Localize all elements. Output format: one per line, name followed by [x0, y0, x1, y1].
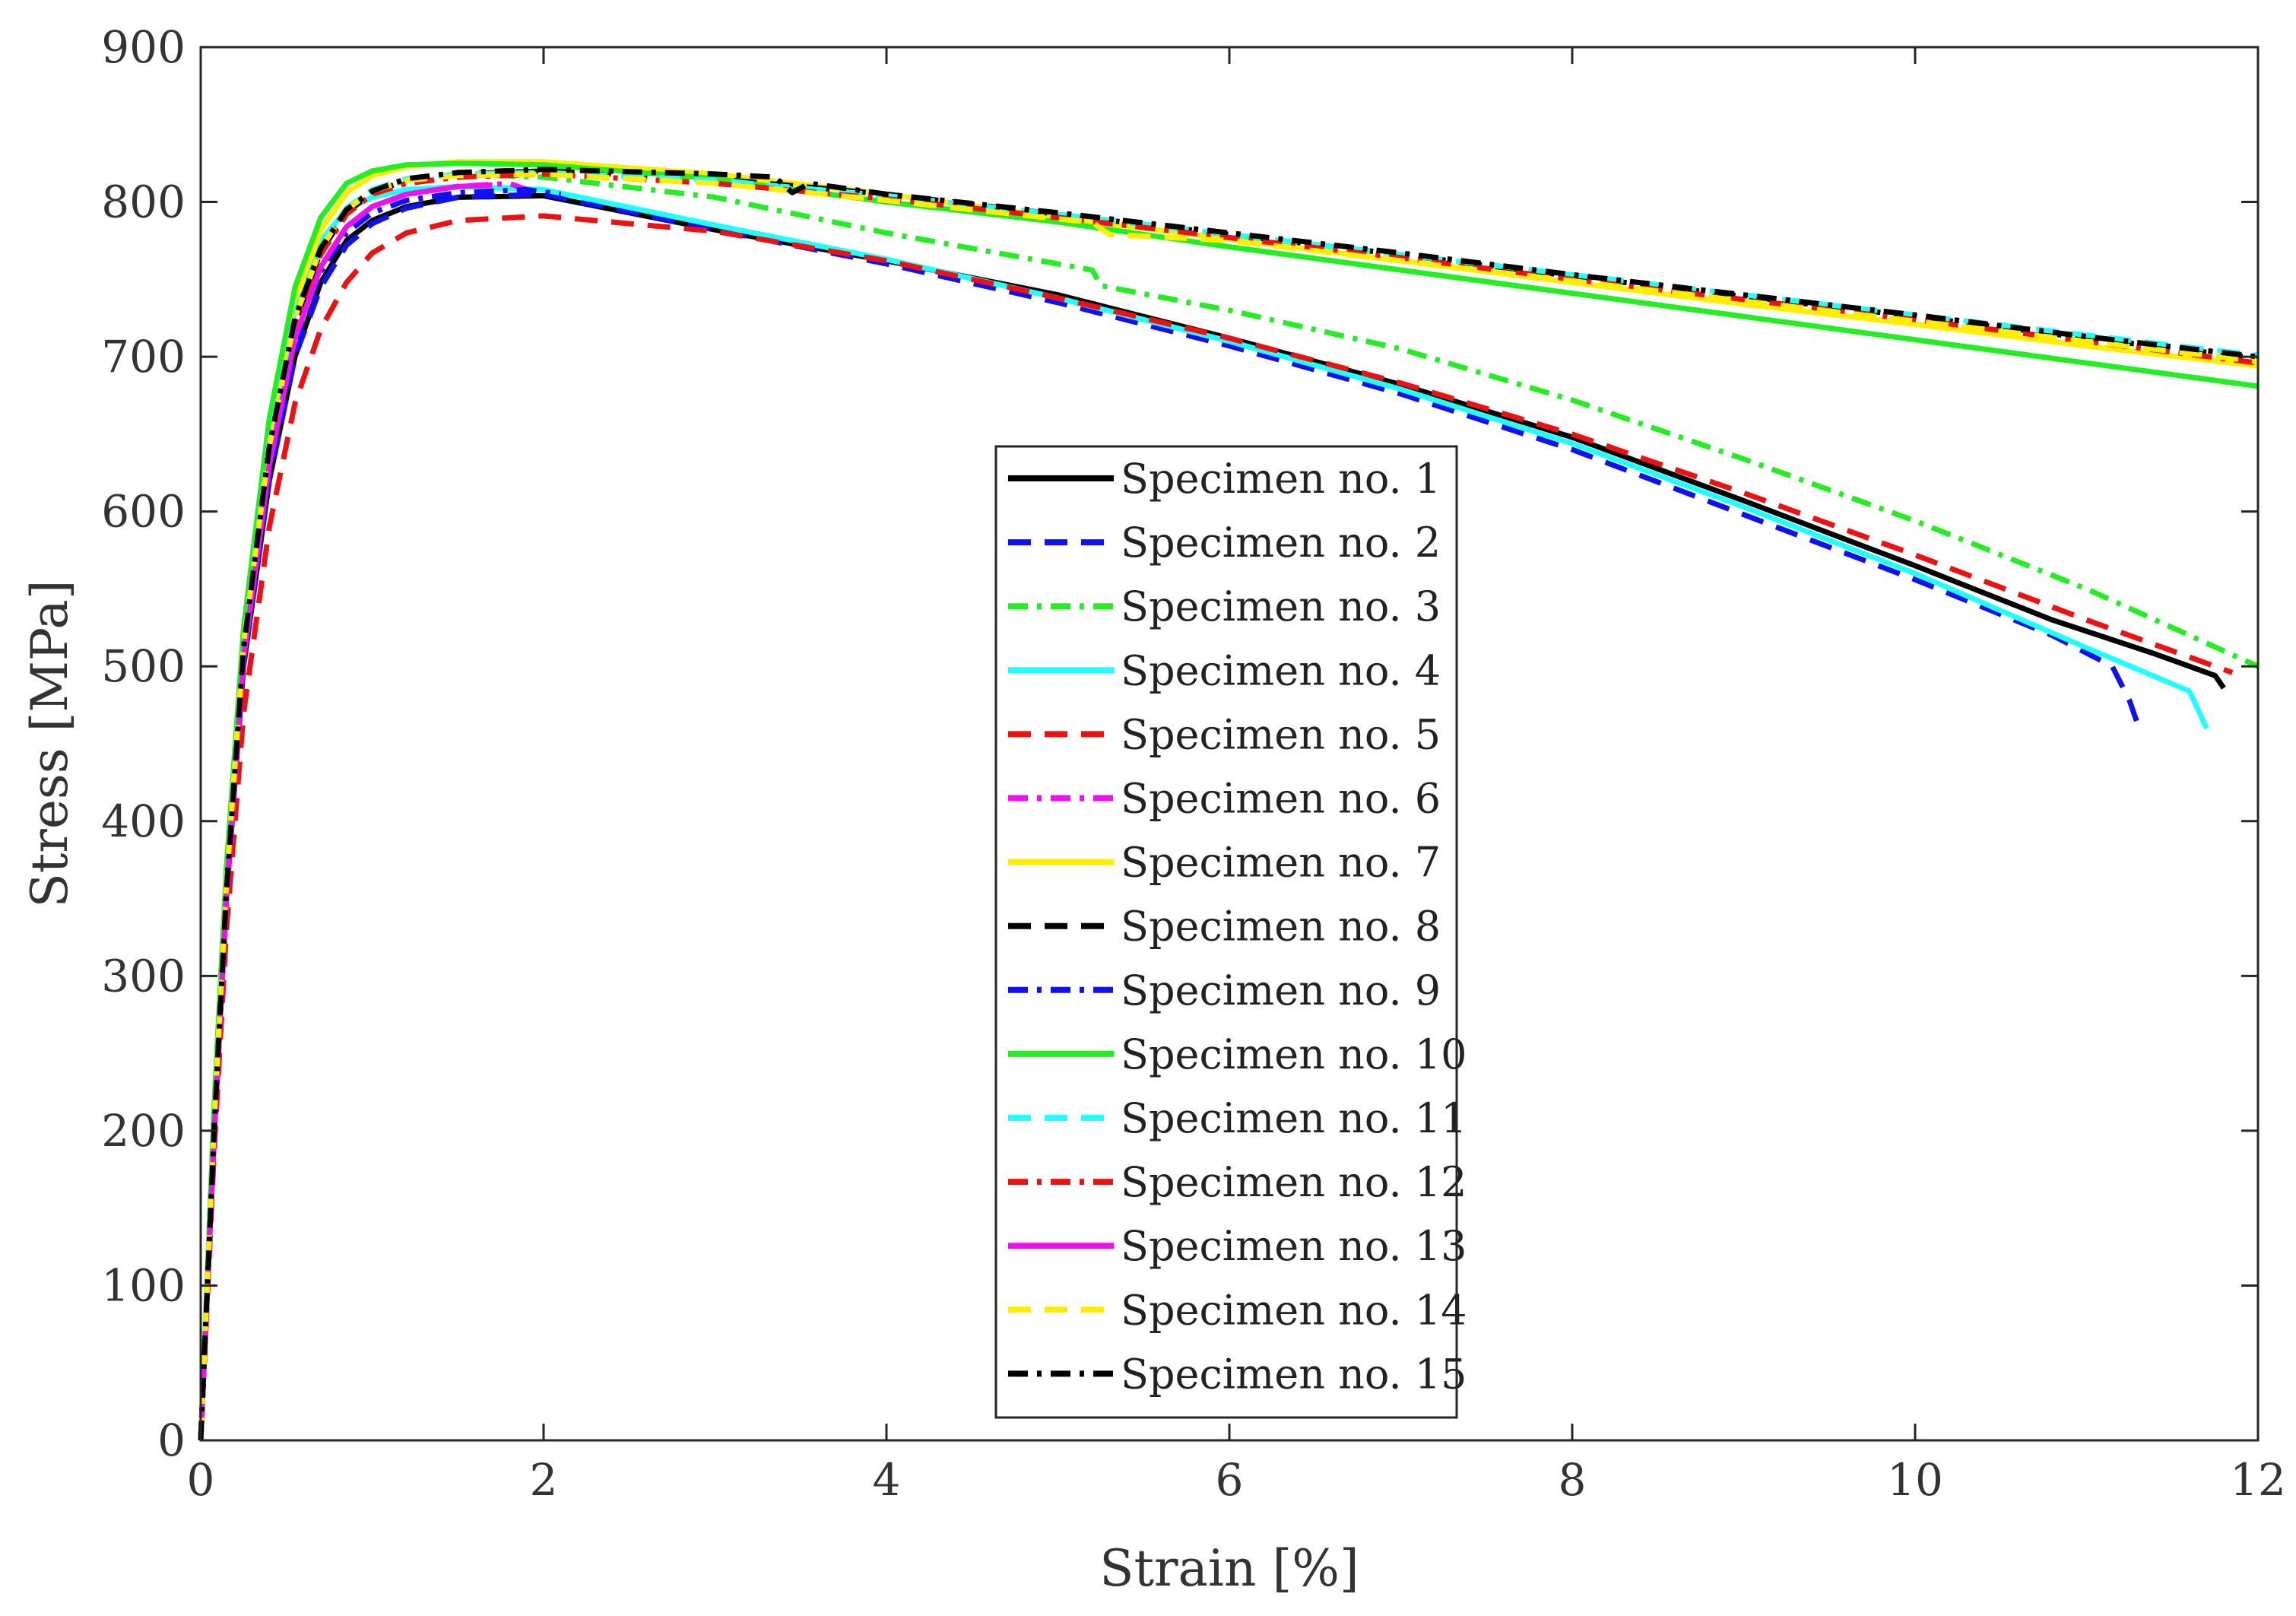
y-tick-label: 100 [101, 1259, 186, 1311]
y-tick-label: 900 [101, 21, 186, 73]
series-line-3 [198, 171, 2260, 1441]
y-tick-label: 500 [101, 640, 186, 692]
x-tick-label: 4 [873, 1454, 901, 1506]
legend-label-14: Specimen no. 14 [1121, 1286, 1467, 1334]
series-layer [198, 159, 2260, 1441]
legend-label-9: Specimen no. 9 [1121, 967, 1441, 1014]
series-line-14 [198, 171, 2259, 1441]
legend-label-1: Specimen no. 1 [1121, 455, 1441, 503]
legend-label-10: Specimen no. 10 [1121, 1030, 1467, 1078]
ticks-layer: 0 2 4 6 8 10 12 0 100 200 300 400 500 600 700 800 900 [101, 21, 2286, 1506]
y-tick-label: 300 [101, 950, 186, 1002]
legend: Specimen no. 1 Specimen no. 2 Specimen no.… [994, 445, 1467, 1419]
legend-items: Specimen no. 1 Specimen no. 2 Specimen no.… [1008, 455, 1467, 1398]
y-tick-label: 200 [101, 1105, 186, 1157]
series-line-5 [198, 213, 2234, 1441]
legend-box [994, 445, 1458, 1419]
series-line-13 [198, 182, 493, 1441]
x-tick-label: 12 [2230, 1454, 2286, 1506]
x-tick-label: 10 [1887, 1454, 1943, 1506]
legend-label-12: Specimen no. 12 [1121, 1158, 1467, 1206]
y-tick-label: 800 [101, 176, 186, 228]
legend-label-2: Specimen no. 2 [1121, 519, 1441, 567]
series-line-15 [198, 167, 2259, 1441]
legend-label-8: Specimen no. 8 [1121, 903, 1441, 951]
y-tick-label: 600 [101, 486, 186, 538]
legend-label-6: Specimen no. 6 [1121, 775, 1441, 823]
x-tick-label: 8 [1559, 1454, 1587, 1506]
y-tick-label: 0 [157, 1414, 186, 1466]
legend-label-7: Specimen no. 7 [1121, 839, 1441, 887]
x-tick-label: 2 [530, 1454, 558, 1506]
series-line-11 [198, 170, 2259, 1441]
legend-label-3: Specimen no. 3 [1121, 583, 1441, 630]
x-tick-label: 0 [187, 1454, 215, 1506]
y-axis-label: Stress [MPa] [21, 580, 79, 908]
x-tick-label: 6 [1216, 1454, 1244, 1506]
legend-label-15: Specimen no. 15 [1121, 1350, 1467, 1398]
legend-label-11: Specimen no. 11 [1121, 1094, 1467, 1142]
legend-label-13: Specimen no. 13 [1121, 1222, 1467, 1270]
x-axis-label: Strain [%] [1099, 1539, 1359, 1598]
legend-label-5: Specimen no. 5 [1121, 710, 1441, 758]
y-tick-label: 400 [101, 795, 186, 847]
y-tick-label: 700 [101, 331, 186, 383]
legend-label-4: Specimen no. 4 [1121, 646, 1441, 694]
